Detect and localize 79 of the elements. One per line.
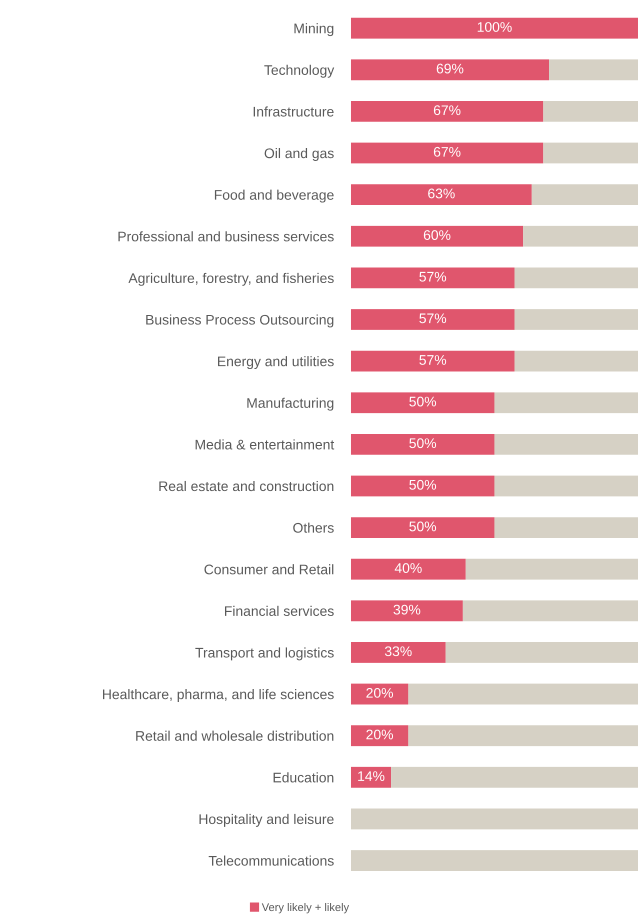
bar — [350, 600, 463, 622]
bar — [494, 476, 638, 496]
bar — [350, 392, 494, 414]
data-label: 39% — [394, 604, 420, 615]
y-tick-label: Others — [293, 522, 334, 533]
bar — [350, 18, 638, 39]
bar — [543, 101, 638, 122]
y-tick-label: Oil and gas — [264, 148, 334, 161]
bar — [549, 59, 638, 80]
y-tick-label: Healthcare, pharma, and life sciences — [103, 689, 334, 702]
y-tick-label: Business Process Outsourcing — [146, 314, 334, 328]
data-label: 20% — [366, 688, 394, 698]
y-tick-label: Hospitality and leisure — [200, 814, 334, 827]
data-label: 50% — [409, 521, 436, 532]
data-label: 50% — [409, 480, 436, 490]
bar — [408, 725, 638, 746]
data-label: 50% — [409, 438, 436, 448]
data-label: 20% — [366, 730, 394, 740]
y-tick-label: Mining — [294, 23, 334, 36]
y-tick-label: Telecommunications — [208, 856, 334, 866]
bar — [350, 434, 494, 455]
y-tick-label: Retail and wholesale distribution — [136, 730, 334, 741]
bar — [494, 517, 638, 538]
bar — [350, 517, 494, 538]
data-label: 50% — [409, 396, 436, 406]
bar — [350, 350, 515, 372]
data-label: 57% — [419, 355, 446, 365]
data-label: 67% — [434, 105, 460, 116]
bar — [514, 267, 638, 288]
data-label: 69% — [436, 64, 464, 74]
bar — [350, 142, 544, 164]
data-label: 57% — [419, 272, 446, 282]
y-tick-label: Food and beverage — [214, 190, 334, 203]
y-tick-label: Consumer and Retail — [204, 564, 334, 574]
bar — [350, 850, 638, 871]
data-label: 63% — [428, 188, 455, 198]
bar — [462, 600, 638, 622]
y-tick-label: Media & entertainment — [196, 439, 334, 450]
bar — [523, 226, 638, 247]
legend-label: Very likely + likely — [262, 902, 350, 914]
bar — [446, 642, 638, 663]
data-label: 14% — [358, 771, 384, 781]
bar — [543, 142, 638, 164]
bar — [350, 558, 466, 580]
bar — [350, 808, 638, 830]
y-tick-label: Financial services — [225, 606, 334, 616]
data-label: 57% — [419, 313, 446, 324]
bar — [350, 725, 408, 746]
y-tick-label: Transport and logistics — [195, 647, 334, 660]
bar — [350, 184, 532, 206]
data-label: 100% — [478, 22, 512, 32]
data-label: 60% — [424, 230, 450, 240]
bar — [391, 766, 638, 788]
bar — [514, 309, 638, 330]
bar — [532, 184, 638, 206]
bar — [350, 476, 494, 496]
bar — [350, 101, 544, 122]
y-tick-label: Manufacturing — [247, 398, 334, 411]
bar — [350, 684, 408, 704]
bar — [408, 684, 638, 704]
y-tick-label: Real estate and construction — [159, 480, 334, 492]
bar — [350, 309, 515, 330]
y-tick-label: Education — [274, 772, 334, 782]
bar — [350, 59, 549, 80]
bar — [350, 267, 515, 288]
bar — [350, 642, 446, 663]
data-label: 67% — [434, 146, 460, 157]
data-label: 40% — [394, 563, 422, 573]
y-tick-label: Agriculture, forestry, and fisheries — [128, 272, 334, 286]
y-tick-label: Technology — [264, 64, 334, 78]
y-tick-label: Energy and utilities — [218, 356, 334, 370]
data-label: 33% — [384, 646, 412, 656]
bar — [494, 392, 638, 414]
y-tick-label: Professional and business services — [118, 231, 334, 242]
bar — [350, 226, 524, 247]
bar — [514, 350, 638, 372]
y-tick-label: Infrastructure — [254, 106, 334, 117]
bar — [466, 558, 638, 580]
bar — [494, 434, 638, 455]
